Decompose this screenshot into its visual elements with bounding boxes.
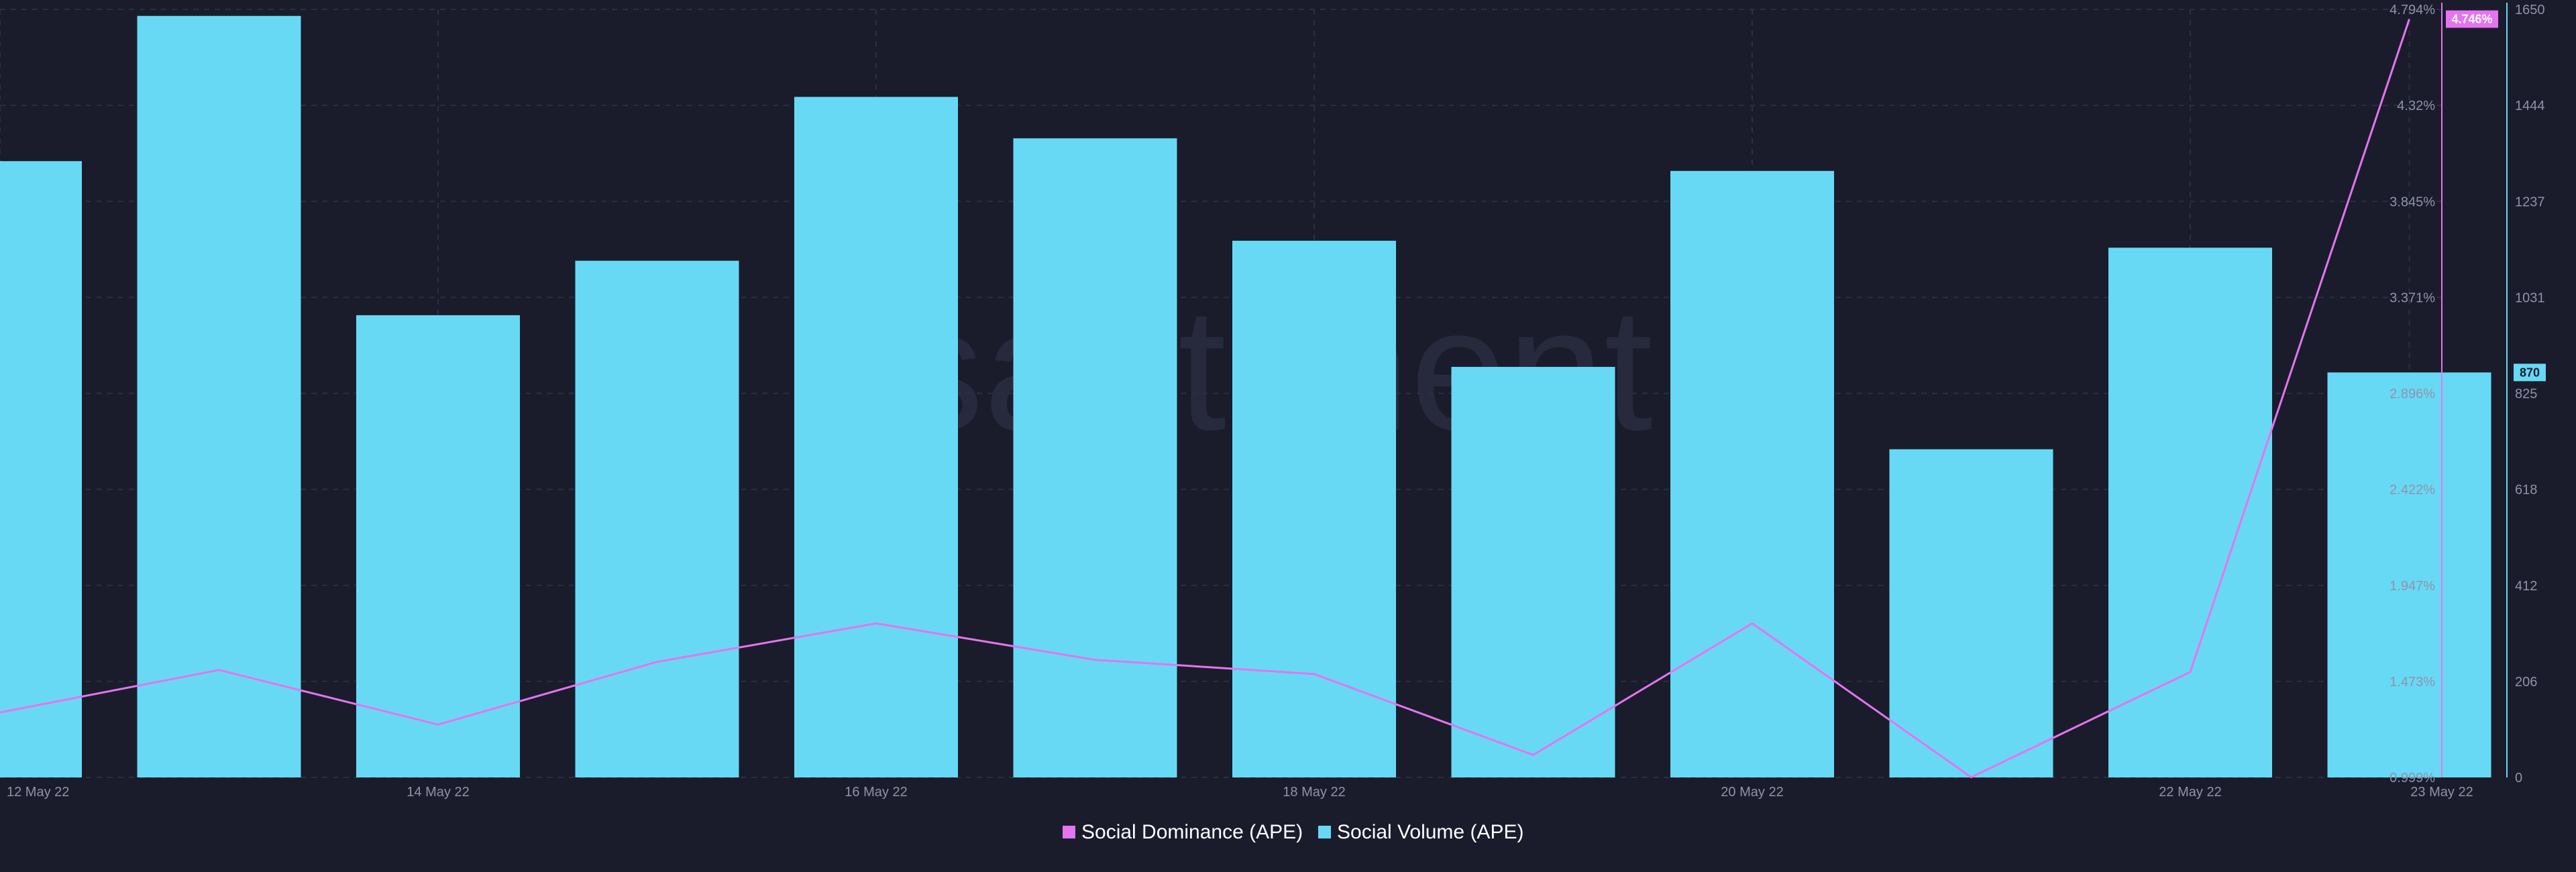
left-tick-label: 2.422% [2390, 483, 2435, 498]
dominance-value-badge [2446, 10, 2498, 28]
volume-bar[interactable] [1889, 449, 2053, 777]
volume-bar[interactable] [1451, 366, 1615, 777]
dominance-line-layer [0, 19, 2410, 779]
left-tick-label: 1.473% [2390, 675, 2435, 690]
right-tick-label: 206 [2515, 675, 2537, 690]
x-tick-label: 14 May 22 [407, 785, 469, 800]
legend-item-dominance[interactable]: Social Dominance (APE) [1081, 821, 1303, 843]
legend-swatch-dominance [1063, 826, 1075, 838]
legend[interactable]: Social Dominance (APE) Social Volume (APE… [1063, 821, 1523, 843]
volume-bar[interactable] [1670, 170, 1834, 777]
right-tick-label: 1444 [2515, 99, 2545, 113]
x-tick-label: 16 May 22 [845, 785, 907, 800]
right-tick-label: 412 [2515, 579, 2537, 594]
right-tick-label: 1237 [2515, 195, 2545, 209]
x-tick-label: 20 May 22 [1721, 785, 1783, 800]
right-tick-label: 618 [2515, 483, 2537, 498]
left-tick-label: 1.947% [2390, 579, 2435, 594]
axes: 0.999% 1.473% 1.947% 2.422% 2.896% 3.371% 3.84… [7, 3, 2545, 800]
volume-value-text: 870 [2520, 366, 2540, 379]
right-tick-label: 825 [2515, 387, 2537, 402]
left-tick-label: 3.845% [2390, 195, 2435, 209]
volume-bar[interactable] [1232, 240, 1396, 777]
right-tick-label: 0 [2515, 771, 2522, 785]
volume-bar[interactable] [1013, 138, 1177, 778]
dominance-line[interactable] [0, 19, 2410, 779]
volume-bar[interactable] [0, 161, 82, 777]
volume-bar[interactable] [137, 15, 301, 777]
left-tick-label: 2.896% [2390, 387, 2435, 402]
left-tick-label: 4.32% [2397, 99, 2435, 113]
volume-bar[interactable] [794, 97, 958, 778]
volume-value-badge [2514, 364, 2546, 382]
x-tick-label: 22 May 22 [2159, 785, 2221, 800]
left-tick-label: 3.371% [2390, 290, 2435, 305]
volume-bar[interactable] [356, 315, 520, 777]
legend-item-volume[interactable]: Social Volume (APE) [1337, 821, 1523, 843]
volume-bars [0, 15, 2491, 778]
volume-bar[interactable] [2108, 248, 2272, 777]
legend-swatch-volume [1318, 826, 1331, 838]
dominance-value-text: 4.746% [2451, 12, 2492, 25]
left-tick-label: 4.794% [2390, 3, 2435, 17]
right-tick-label: 1650 [2515, 3, 2545, 17]
x-tick-label: 18 May 22 [1283, 785, 1345, 800]
current-value-badges: 4.746% 870 [2446, 10, 2546, 382]
volume-bar[interactable] [2327, 372, 2491, 777]
right-tick-label: 1031 [2515, 290, 2545, 305]
x-tick-label: 23 May 22 [2410, 785, 2473, 800]
left-tick-label: 0.999% [2390, 771, 2435, 785]
x-tick-label: 12 May 22 [7, 785, 69, 800]
volume-bar[interactable] [575, 260, 739, 777]
